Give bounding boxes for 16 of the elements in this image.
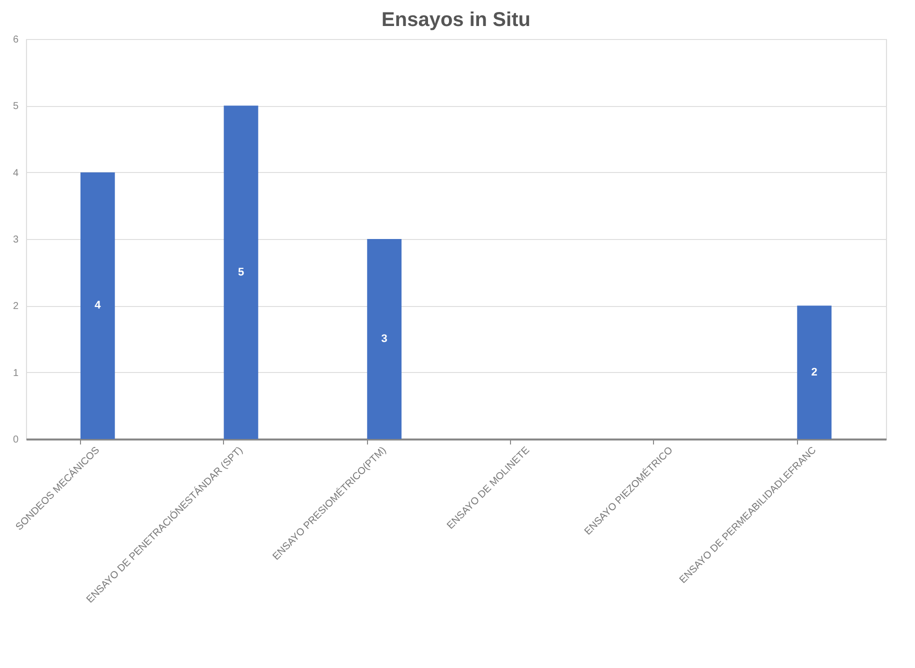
data-label: 4 bbox=[94, 300, 102, 312]
data-label: 3 bbox=[381, 333, 388, 345]
data-label: 2 bbox=[811, 366, 818, 378]
y-tick-label: 5 bbox=[12, 101, 19, 112]
y-tick-label: 3 bbox=[12, 234, 19, 246]
chart-title: Ensayos in Situ bbox=[382, 9, 530, 31]
data-label: 5 bbox=[238, 266, 244, 278]
y-tick-label: 6 bbox=[12, 34, 19, 46]
y-tick-label: 0 bbox=[12, 434, 19, 446]
bar bbox=[224, 106, 258, 439]
y-tick-label: 2 bbox=[12, 301, 19, 312]
bar bbox=[80, 172, 115, 439]
y-tick-label: 4 bbox=[12, 168, 19, 179]
y-tick-label: 1 bbox=[12, 368, 19, 379]
bar bbox=[367, 239, 402, 439]
bar bbox=[797, 306, 832, 439]
